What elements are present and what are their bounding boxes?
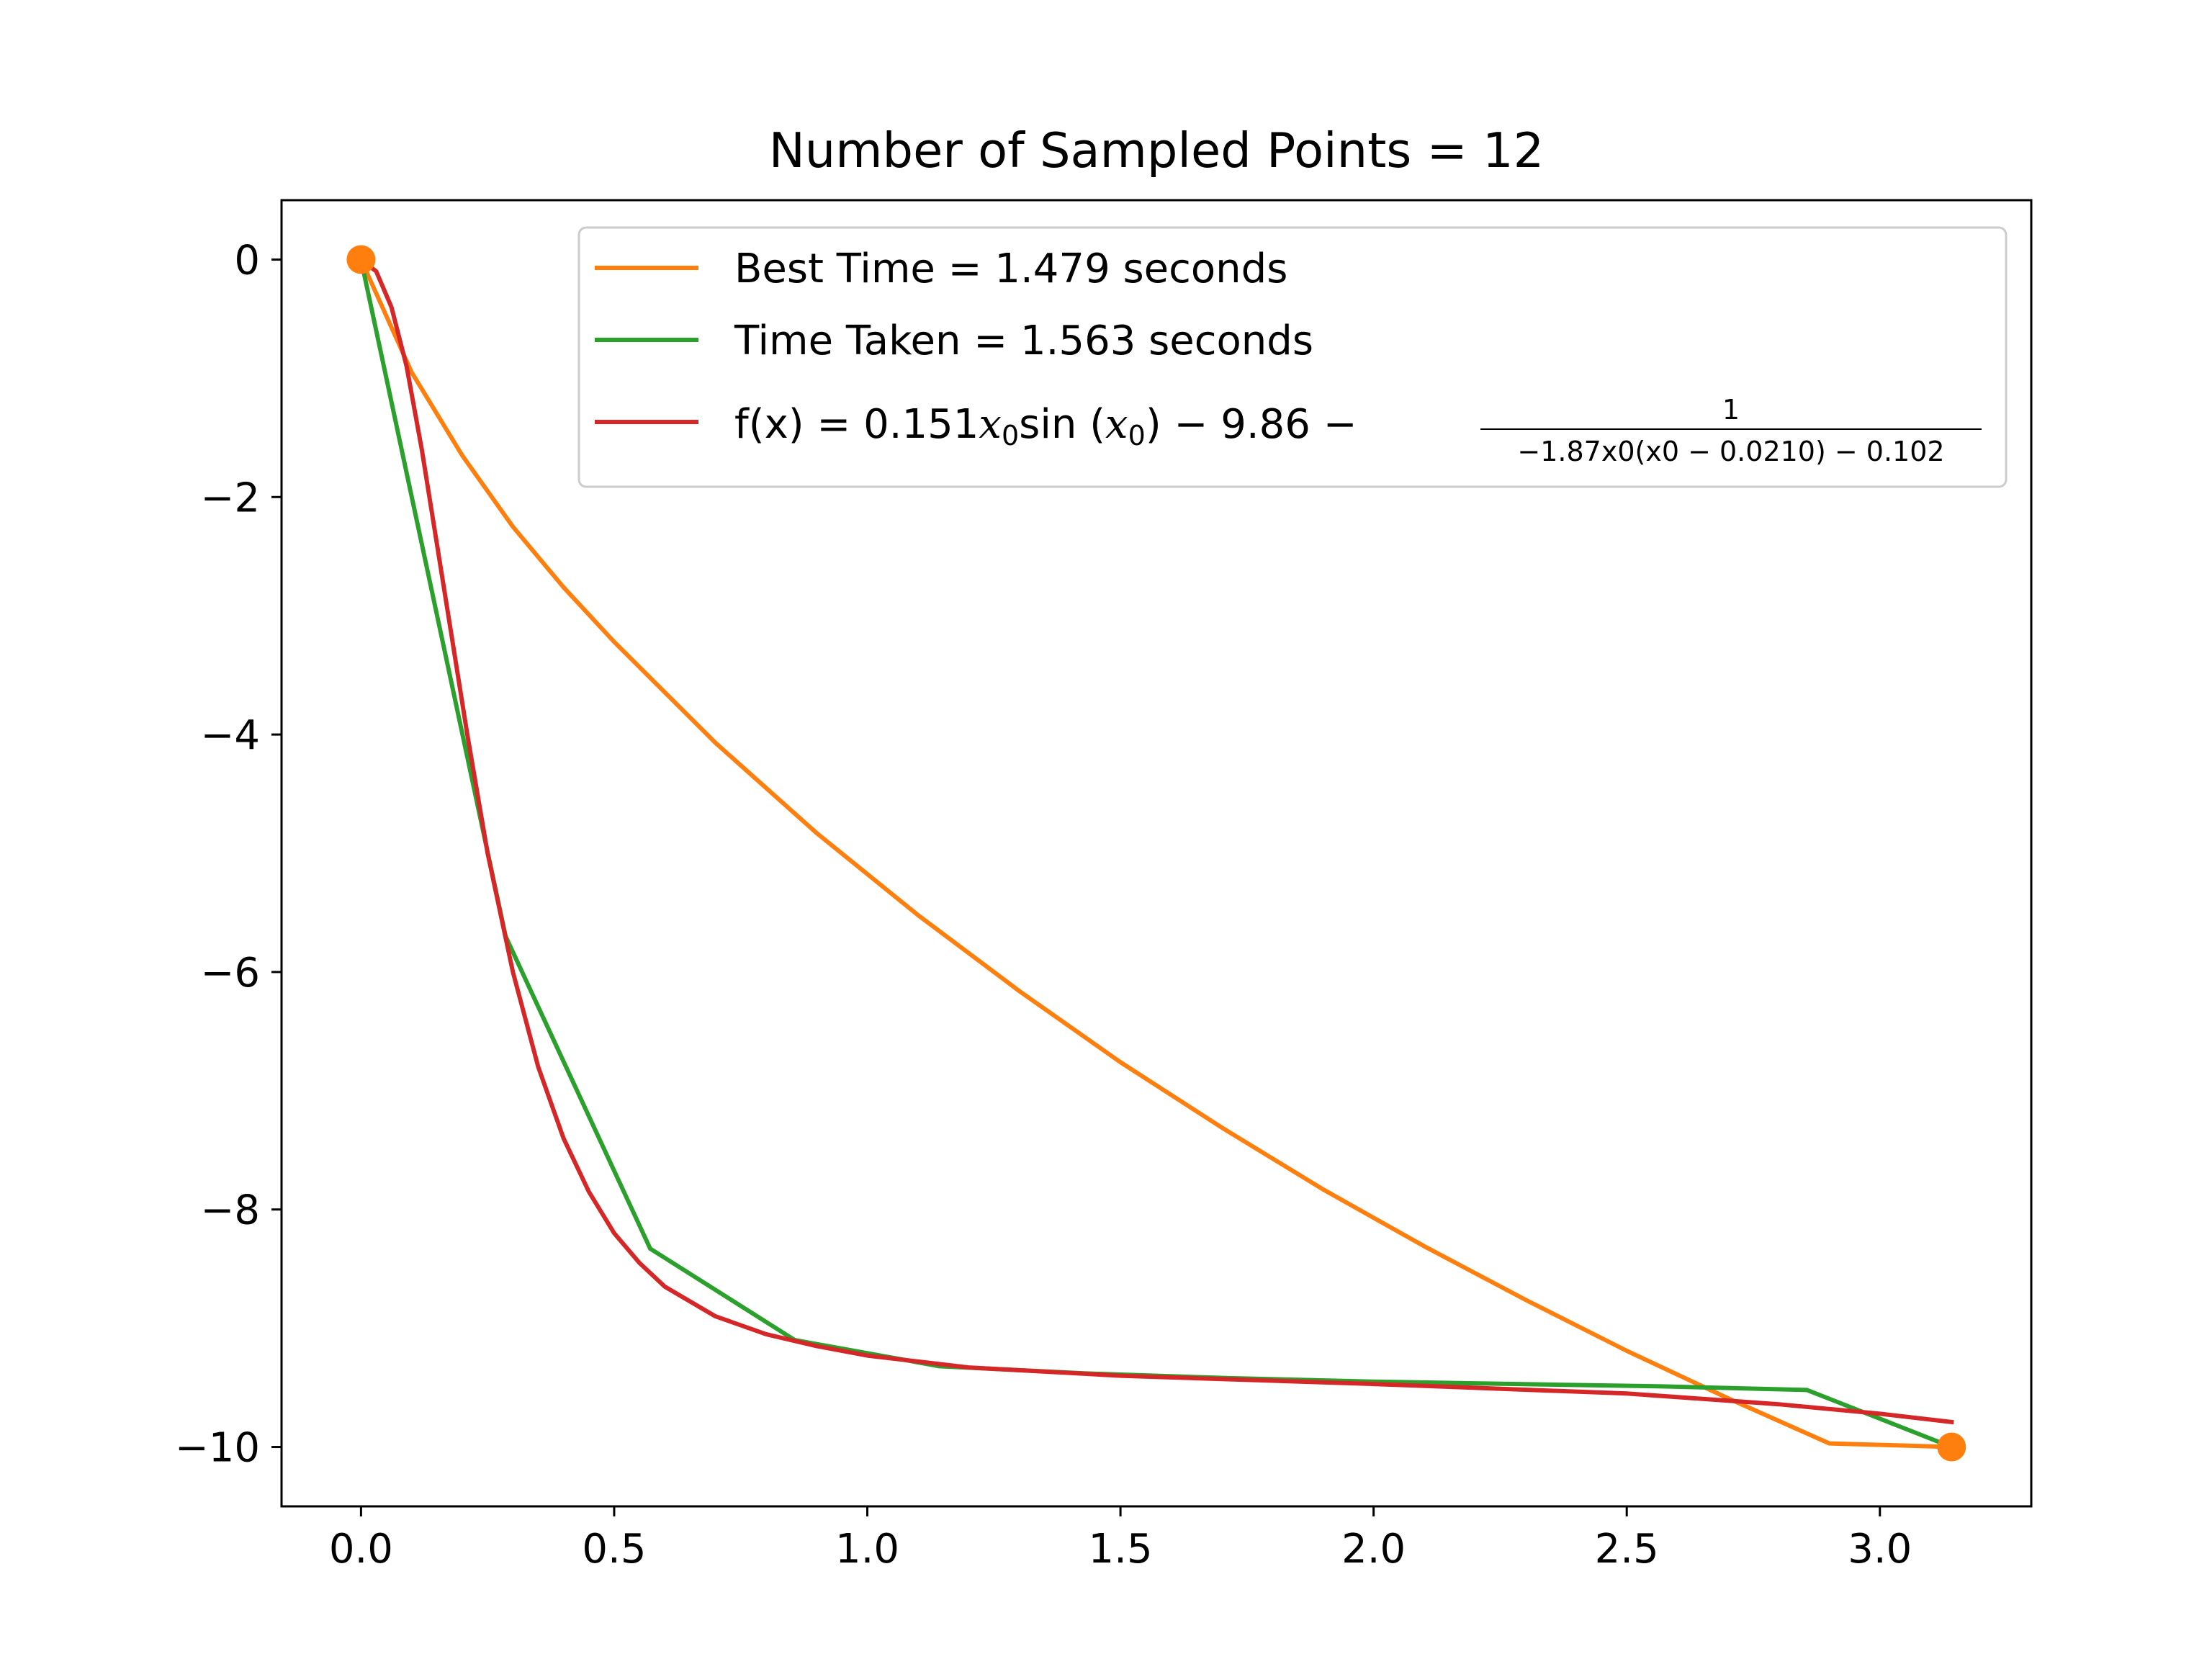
y-tick-label-3: −6 <box>200 950 260 997</box>
fx-mid1: sin ( <box>1019 401 1105 448</box>
y-tick-label-2: −4 <box>200 712 260 759</box>
y-tick-label-4: −8 <box>200 1187 260 1234</box>
chart-title: Number of Sampled Points = 12 <box>769 122 1545 179</box>
x-tick-label-3: 1.5 <box>1089 1526 1153 1573</box>
endpoint-marker-0 <box>346 245 376 274</box>
fx-mid2: ) − 9.86 − <box>1146 401 1357 448</box>
x-tick-label-6: 3.0 <box>1848 1526 1912 1573</box>
legend-label-best-time: Best Time = 1.479 seconds <box>734 246 1287 292</box>
endpoint-marker-1 <box>1937 1432 1966 1462</box>
fx-prefix: f(x) = 0.151 <box>734 401 979 448</box>
series-line-0 <box>358 256 1954 1449</box>
x-tick-label-2: 1.0 <box>835 1526 899 1573</box>
legend-label-time-taken: Time Taken = 1.563 seconds <box>734 318 1313 364</box>
fx-var1: x <box>979 401 1002 448</box>
y-tick-label-1: −2 <box>200 475 260 521</box>
plot-lines <box>358 256 1955 1450</box>
y-tick-label-0: 0 <box>234 237 260 284</box>
plot-markers <box>346 245 1966 1462</box>
x-tick-label-1: 0.5 <box>582 1526 646 1573</box>
x-tick-label-4: 2.0 <box>1341 1526 1406 1573</box>
legend-label-fx: f(x) = 0.151x0sin (x0) − 9.86 − <box>734 401 1357 451</box>
fx-numerator: 1 <box>1722 394 1740 426</box>
x-tick-label-0: 0.0 <box>329 1526 393 1573</box>
legend-box <box>577 226 2008 488</box>
fx-sub1: 0 <box>1002 420 1019 451</box>
fx-denominator: −1.87x0(x0 − 0.0210) − 0.102 <box>1517 436 1944 467</box>
axes-frame <box>280 199 2033 1508</box>
y-tick-label-5: −10 <box>175 1425 260 1472</box>
legend: Best Time = 1.479 seconds Time Taken = 1… <box>577 226 2008 488</box>
x-tick-label-5: 2.5 <box>1595 1526 1659 1573</box>
fx-var2: x <box>1105 401 1128 448</box>
y-axis-ticks: 0 −2 −4 −6 −8 −10 <box>175 237 282 1472</box>
fx-sub2: 0 <box>1128 420 1146 451</box>
series-line-2 <box>358 256 1954 1425</box>
x-axis-ticks: 0.0 0.5 1.0 1.5 2.0 2.5 3.0 <box>329 1506 1912 1573</box>
